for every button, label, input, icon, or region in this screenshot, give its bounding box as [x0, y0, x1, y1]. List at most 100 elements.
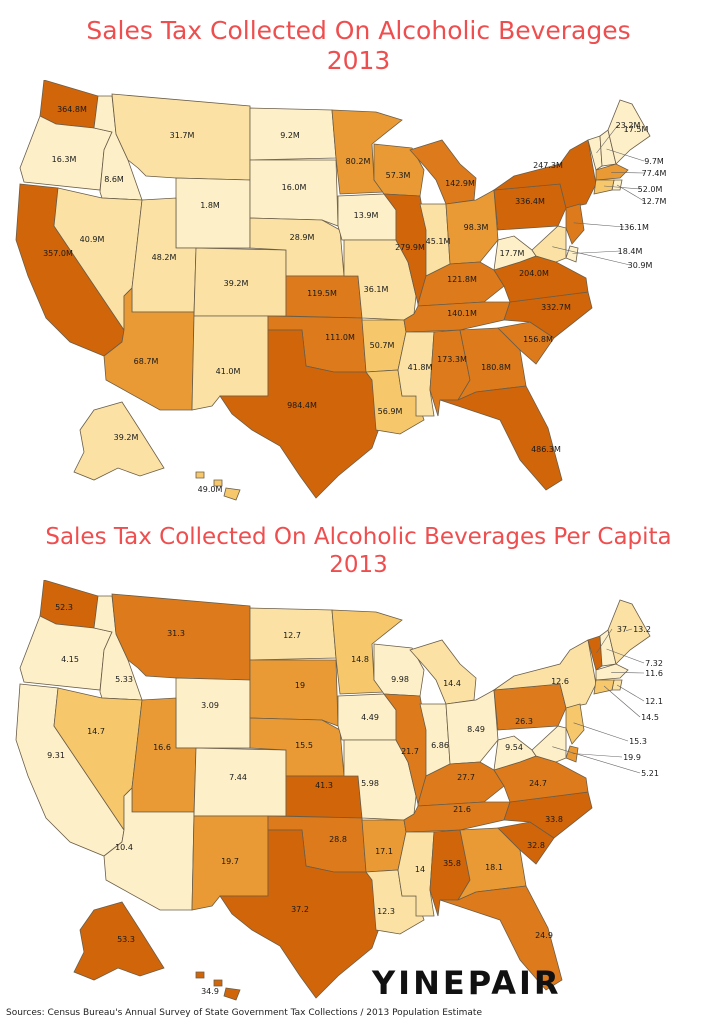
value-label-tx: 984.4M [287, 401, 317, 410]
value-label-sc: 156.8M [523, 335, 553, 344]
value-label-tn: 140.1M [447, 309, 477, 318]
leader-line-ct [603, 685, 641, 718]
state-co [193, 747, 287, 817]
value-label-mt: 31.3 [167, 629, 185, 638]
value-label-wv: 17.7M [500, 249, 525, 258]
value-label-az: 68.7M [134, 357, 159, 366]
value-label-ga: 180.8M [481, 363, 511, 372]
value-label-wy: 1.8M [200, 201, 220, 210]
map1-total-tax: 364.8M 16.3M 357.0M 8.6M 40.9M 31.7M 1.8M 48.2M… [15, 80, 667, 501]
value-label-tn: 21.6 [453, 805, 471, 814]
value-label-ms: 14 [415, 865, 425, 874]
value-label-ia: 4.49 [361, 713, 379, 722]
value-label-or: 4.15 [61, 655, 79, 664]
value-label-ks: 41.3 [315, 781, 333, 790]
state-hi [195, 471, 241, 501]
value-label-nv: 40.9M [80, 235, 105, 244]
leader-line-ri [616, 684, 645, 702]
value-label-or: 16.3M [52, 155, 77, 164]
value-label-wa: 52.3 [55, 603, 73, 612]
value-label-ct: 14.5 [641, 713, 659, 722]
value-label-ny: 247.3M [533, 161, 563, 170]
value-label-al: 173.3M [437, 355, 467, 364]
value-label-sd: 16.0M [282, 183, 307, 192]
value-label-mn: 80.2M [346, 157, 371, 166]
value-label-ia: 13.9M [354, 211, 379, 220]
value-label-md: 30.9M [628, 261, 653, 270]
value-label-ga: 18.1 [485, 863, 503, 872]
value-label-la: 12.3 [377, 907, 395, 916]
state-sc [497, 321, 555, 365]
value-label-mo: 36.1M [364, 285, 389, 294]
value-label-wa: 364.8M [57, 105, 87, 114]
value-label-nv: 14.7 [87, 727, 105, 736]
value-label-ut: 16.6 [153, 743, 171, 752]
value-label-va: 204.0M [519, 269, 549, 278]
leader-line-de [572, 753, 623, 758]
leader-line-nj [573, 722, 629, 742]
value-label-ky: 27.7 [457, 773, 475, 782]
value-label-il: 279.9M [395, 243, 425, 252]
state-nj [565, 703, 585, 745]
value-label-va: 24.7 [529, 779, 547, 788]
map1-year: 2013 [326, 46, 391, 75]
leader-line-vt [596, 628, 613, 654]
value-label-az: 10.4 [115, 843, 133, 852]
value-label-ma: 11.6 [645, 669, 663, 678]
value-label-nc: 33.8 [545, 815, 563, 824]
value-label-ne: 15.5 [295, 741, 313, 750]
value-label-ar: 17.1 [375, 847, 393, 856]
leader-line-me [625, 628, 633, 631]
value-label-id: 5.33 [115, 675, 133, 684]
value-label-ca: 357.0M [43, 249, 73, 258]
state-de [565, 745, 579, 763]
state-fl [439, 385, 563, 491]
value-label-sd: 19 [295, 681, 305, 690]
state-ak [73, 901, 165, 981]
value-label-fl: 486.3M [531, 445, 561, 454]
value-label-vt: 23.2M [616, 121, 641, 130]
source-note: Sources: Census Bureau's Annual Survey o… [6, 1008, 482, 1018]
value-label-de: 18.4M [618, 247, 643, 256]
value-label-la: 56.9M [378, 407, 403, 416]
state-ny [492, 639, 597, 709]
value-label-me: 13.2 [633, 625, 651, 634]
map1-title: Sales Tax Collected On Alcoholic Beverag… [86, 16, 631, 45]
value-label-pa: 336.4M [515, 197, 545, 206]
value-label-nj: 136.1M [619, 223, 649, 232]
value-label-ky: 121.8M [447, 275, 477, 284]
leader-line-vt [596, 124, 619, 154]
leader-line-md [552, 746, 641, 774]
value-label-wi: 57.3M [386, 171, 411, 180]
value-label-ms: 41.8M [408, 363, 433, 372]
state-fl [439, 885, 563, 991]
value-label-oh: 98.3M [464, 223, 489, 232]
state-wy [175, 677, 251, 749]
map2-year: 2013 [329, 552, 388, 578]
state-ct [593, 179, 615, 195]
value-label-ri: 12.7M [642, 197, 667, 206]
value-label-ne: 28.9M [290, 233, 315, 242]
value-label-mt: 31.7M [170, 131, 195, 140]
state-pa [493, 183, 567, 231]
value-label-hi: 49.0M [198, 485, 223, 494]
value-label-fl: 24.9 [535, 931, 553, 940]
state-md [531, 225, 567, 263]
value-label-de: 19.9 [623, 753, 641, 762]
value-label-wi: 9.98 [391, 675, 409, 684]
leader-line-ma [611, 672, 645, 674]
value-label-in: 6.86 [431, 741, 449, 750]
value-label-in: 45.1M [426, 237, 451, 246]
value-label-nh: 7.32 [645, 659, 663, 668]
value-label-mo: 5.98 [361, 779, 379, 788]
leader-line-nj [573, 222, 625, 228]
state-nj [565, 203, 585, 245]
value-label-ri: 12.1 [645, 697, 663, 706]
map2-per-capita: 52.3 4.15 9.31 5.33 14.7 31.3 3.09 16.6 10.4 7.44… [15, 580, 663, 1001]
value-label-ak: 39.2M [114, 433, 139, 442]
value-label-ks: 119.5M [307, 289, 337, 298]
value-label-id: 8.6M [104, 175, 124, 184]
value-label-sc: 32.8 [527, 841, 545, 850]
value-label-ak: 53.3 [117, 935, 135, 944]
leader-line-ma [611, 172, 645, 174]
